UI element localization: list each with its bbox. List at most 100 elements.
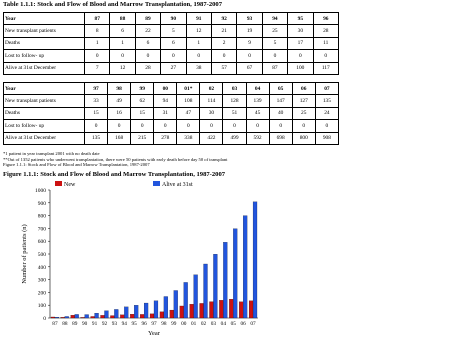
cell: 5 xyxy=(160,24,187,38)
cell: 25 xyxy=(291,106,316,121)
cell: 100 xyxy=(287,61,314,75)
x-tick-label: 91 xyxy=(92,321,98,327)
x-tick-label: 03 xyxy=(211,321,217,327)
y-tick-label: 800 xyxy=(38,214,47,220)
row-label: Alive at 31st December xyxy=(3,61,85,75)
bar xyxy=(183,282,188,319)
cell: 94 xyxy=(261,11,289,26)
y-tick-label: 600 xyxy=(38,239,47,245)
x-tick-label: 89 xyxy=(72,321,78,327)
cell: 95 xyxy=(287,11,314,26)
cell: 0 xyxy=(287,49,314,63)
bar xyxy=(229,299,234,319)
x-tick-label: 06 xyxy=(240,321,246,327)
cell: 215 xyxy=(130,131,155,145)
cell: 45 xyxy=(245,106,270,121)
cell: 0 xyxy=(185,49,212,63)
x-tick-label: 98 xyxy=(161,321,167,327)
row-label: Lost to follow- up xyxy=(3,119,85,133)
cell: 698 xyxy=(268,131,293,145)
row-label: Year xyxy=(3,81,85,96)
cell: 15 xyxy=(83,106,109,121)
cell: 908 xyxy=(314,131,340,145)
x-tick-label: 99 xyxy=(171,321,177,327)
bar xyxy=(124,306,129,319)
x-tick-label: 88 xyxy=(62,321,68,327)
bar xyxy=(163,296,168,319)
cell: 1 xyxy=(109,36,136,51)
y-tick-label: 100 xyxy=(38,303,47,309)
cell: 128 xyxy=(222,94,247,108)
note: *1 patient in year transplant 2001 with … xyxy=(3,151,100,156)
table-row: Year 87 88 89 90 91 92 93 94 95 96 xyxy=(3,11,340,26)
y-axis-label: Number of patients (n) xyxy=(21,224,28,283)
cell: 49 xyxy=(107,94,132,108)
cell: 0 xyxy=(134,49,162,63)
cell: 135 xyxy=(314,94,340,108)
table-row: Lost to follow- up 0 0 0 0 0 0 0 0 0 0 xyxy=(3,49,340,63)
cell: 0 xyxy=(236,49,263,63)
x-tick-label: 07 xyxy=(250,321,256,327)
row-label: Year xyxy=(3,11,85,26)
cell: 12 xyxy=(185,24,212,38)
bar xyxy=(74,314,79,319)
cell: 31 xyxy=(153,106,178,121)
cell: 33 xyxy=(83,94,109,108)
cell: 0 xyxy=(176,119,201,133)
cell: 0 xyxy=(130,119,155,133)
bar xyxy=(159,311,165,319)
cell: 15 xyxy=(130,106,155,121)
cell: 17 xyxy=(287,36,314,51)
y-tick-label: 400 xyxy=(38,265,47,271)
bar xyxy=(84,314,89,319)
cell: 87 xyxy=(83,11,111,26)
cell: 0 xyxy=(314,119,340,133)
legend-swatch xyxy=(55,181,62,186)
cell: 108 xyxy=(176,94,201,108)
cell: 168 xyxy=(107,131,132,145)
cell: 21 xyxy=(210,24,238,38)
bar xyxy=(252,201,258,319)
x-tick-label: 92 xyxy=(102,321,108,327)
cell: 87 xyxy=(261,61,289,75)
data-table: Year 87 88 89 90 91 92 93 94 95 96 New transplant p… xyxy=(3,11,340,75)
cell: 03 xyxy=(222,81,247,96)
bar xyxy=(60,317,65,319)
cell: 800 xyxy=(291,131,316,145)
y-tick-label: 900 xyxy=(38,201,47,207)
row-label: Deaths xyxy=(3,106,85,121)
y-tick-label: 1000 xyxy=(35,188,46,194)
cell: 0 xyxy=(222,119,247,133)
bar xyxy=(169,309,174,319)
bar xyxy=(179,305,184,319)
cell: 96 xyxy=(312,11,340,26)
table-row: Lost to follow- up 0 0 0 0 0 0 0 0 0 0 0 xyxy=(3,119,340,133)
table-title: Table 1.1.1: Stock and Flow of Blood and… xyxy=(3,1,223,8)
cell: 97 xyxy=(83,81,109,96)
cell: 0 xyxy=(199,119,224,133)
x-axis-label: Year xyxy=(148,330,161,337)
cell: 04 xyxy=(245,81,270,96)
bar xyxy=(54,317,60,319)
cell: 422 xyxy=(199,131,224,145)
bar xyxy=(153,300,159,319)
cell: 16 xyxy=(107,106,132,121)
bar xyxy=(100,315,105,319)
cell: 88 xyxy=(109,11,136,26)
cell: 592 xyxy=(245,131,270,145)
y-tick-label: 500 xyxy=(38,252,47,258)
cell: 94 xyxy=(153,94,178,108)
chart-title: Figure 1.1.1: Stock and Flow of Blood an… xyxy=(3,171,226,178)
cell: 22 xyxy=(134,24,162,38)
cell: 147 xyxy=(268,94,293,108)
cell: 0 xyxy=(312,49,340,63)
x-tick-label: 02 xyxy=(201,321,207,327)
bar xyxy=(199,303,204,319)
cell: 0 xyxy=(83,49,111,63)
cell: 139 xyxy=(245,94,270,108)
x-tick-label: 94 xyxy=(122,321,128,327)
cell: 278 xyxy=(153,131,178,145)
cell: 6 xyxy=(134,36,162,51)
bar xyxy=(143,302,149,319)
